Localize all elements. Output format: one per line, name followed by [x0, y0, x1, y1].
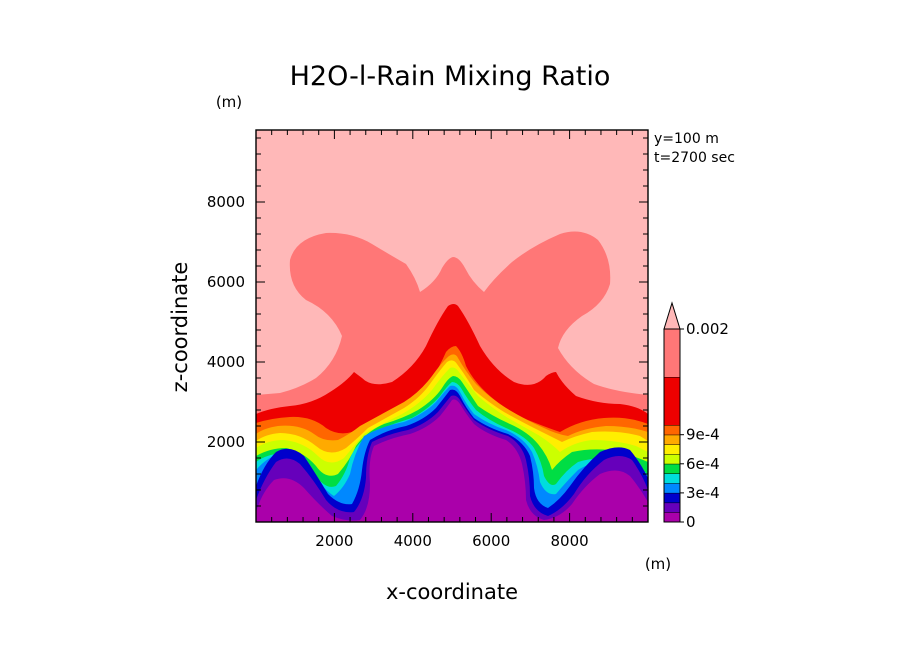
x-axis-label: x-coordinate — [386, 580, 518, 604]
y-tick-label: 2000 — [207, 433, 245, 451]
axis-ticks: 2000 4000 6000 8000 2000 4000 6000 8000 — [207, 130, 648, 550]
colorbar-label: 0 — [686, 513, 696, 531]
x-unit-label: (m) — [645, 555, 671, 573]
y-axis-label: z-coordinate — [168, 262, 192, 393]
colorbar-label: 6e-4 — [686, 455, 720, 473]
x-tick-label: 8000 — [551, 532, 589, 550]
y-tick-label: 6000 — [207, 273, 245, 291]
colorbar-segment — [664, 483, 680, 493]
plot-frame — [255, 129, 649, 523]
annotation-time: t=2700 sec — [654, 150, 735, 166]
contour-band-zero — [256, 399, 648, 522]
colorbar-segment — [664, 434, 680, 445]
colorbar-segment — [664, 463, 680, 474]
colorbar-segment — [664, 444, 680, 455]
y-unit-label: (m) — [216, 93, 242, 111]
annotation-y-position: y=100 m — [654, 131, 719, 147]
x-tick-label: 2000 — [315, 532, 353, 550]
colorbar-label: 0.002 — [686, 320, 729, 338]
colorbar-segment — [664, 502, 680, 513]
colorbar-segment — [664, 454, 680, 464]
contour-field — [256, 130, 648, 522]
y-tick-label: 4000 — [207, 353, 245, 371]
colorbar-segment — [664, 512, 680, 522]
colorbar-label: 9e-4 — [686, 426, 720, 444]
colorbar-label: 3e-4 — [686, 484, 720, 502]
x-tick-label: 6000 — [472, 532, 510, 550]
colorbar: 0 3e-4 6e-4 9e-4 0.002 — [663, 301, 729, 531]
colorbar-segment — [664, 492, 680, 503]
colorbar-frame — [663, 328, 681, 523]
chart-title: H2O-l-Rain Mixing Ratio — [290, 61, 611, 92]
x-tick-label: 4000 — [394, 532, 432, 550]
colorbar-extend-arrow — [663, 301, 681, 330]
colorbar-segment — [664, 329, 680, 377]
colorbar-segment — [664, 377, 680, 425]
y-tick-label: 8000 — [207, 193, 245, 211]
colorbar-segment — [664, 425, 680, 435]
colorbar-segment — [664, 473, 680, 484]
